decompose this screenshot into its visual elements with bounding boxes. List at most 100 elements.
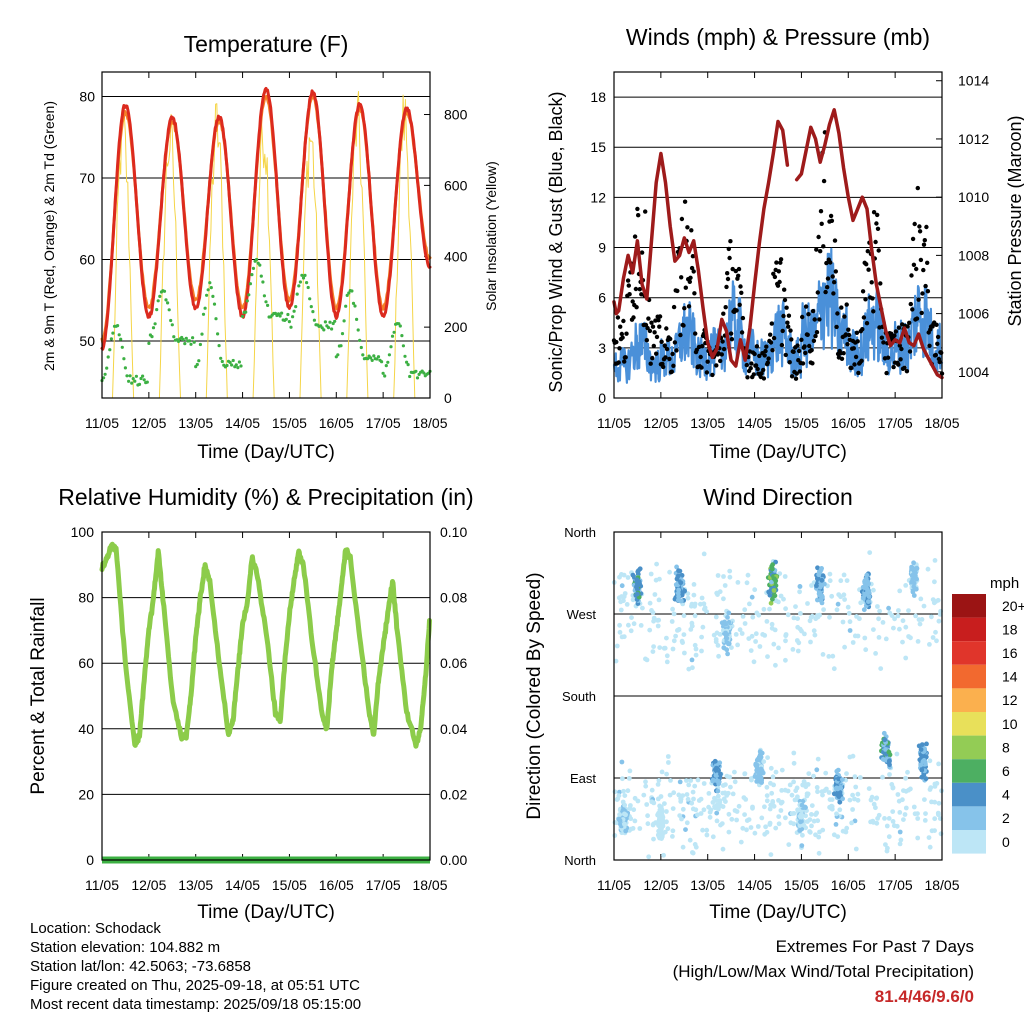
direction-dot (680, 806, 686, 812)
direction-dot (677, 813, 683, 818)
gust-dot (623, 355, 628, 360)
direction-dot (632, 795, 638, 801)
x-tick-label: 11/05 (85, 877, 119, 893)
direction-dot (664, 653, 670, 659)
y2-tick-label: 0.10 (440, 524, 467, 540)
direction-dot (767, 606, 772, 612)
direction-dot (669, 619, 675, 624)
gust-dot (786, 313, 792, 318)
dewpoint-dot (219, 356, 223, 360)
gust-dot (681, 323, 686, 328)
dewpoint-dot (130, 381, 134, 385)
gust-dot (907, 349, 913, 354)
direction-dot (863, 576, 869, 582)
gust-dot (805, 332, 810, 337)
gust-dot (939, 350, 944, 355)
y-tick-label: 18 (590, 89, 606, 105)
dewpoint-dot (255, 257, 259, 262)
gust-dot (650, 356, 655, 361)
direction-dot (710, 800, 716, 805)
direction-dot (897, 588, 903, 594)
direction-dot (768, 765, 774, 771)
direction-dot (693, 652, 699, 658)
dewpoint-dot (326, 326, 331, 330)
direction-dot (671, 611, 677, 617)
direction-dot (782, 787, 788, 793)
gust-dot (909, 273, 914, 278)
dewpoint-dot (211, 294, 215, 298)
direction-dot (805, 601, 810, 606)
direction-dot (889, 782, 895, 787)
direction-dot (670, 834, 675, 839)
direction-dot (650, 649, 656, 654)
gust-dot (733, 268, 738, 274)
gust-dot (860, 289, 866, 294)
direction-dot (895, 613, 901, 619)
direction-dot (751, 659, 757, 665)
dewpoint-dot (345, 293, 349, 297)
gust-dot (818, 249, 823, 254)
gust-dot (793, 376, 799, 381)
x-tick-label: 16/05 (319, 415, 354, 431)
direction-dot (882, 737, 888, 743)
colorbar-title: mph (990, 575, 1019, 592)
direction-dot (631, 621, 637, 627)
dewpoint-dot (340, 332, 345, 336)
gust-dot (789, 374, 795, 379)
direction-dot (657, 807, 663, 813)
direction-dot (617, 812, 622, 817)
direction-dot (877, 608, 882, 614)
gust-dot (818, 209, 824, 214)
dewpoint-dot (172, 335, 176, 339)
dewpoint-dot (247, 293, 251, 297)
direction-dot (656, 597, 662, 603)
direction-dot (618, 599, 624, 605)
dewpoint-dot (353, 304, 357, 308)
direction-dot (791, 750, 797, 756)
dewpoint-dot (200, 332, 204, 336)
direction-dot (831, 666, 837, 672)
direction-dot (864, 572, 870, 578)
gust-dot (784, 305, 789, 310)
gust-dot (791, 349, 796, 354)
dewpoint-dot (280, 311, 284, 315)
direction-dot (923, 811, 928, 816)
dewpoint-dot (156, 299, 160, 303)
x-tick-label: 16/05 (319, 877, 354, 893)
gust-dot (911, 262, 917, 267)
direction-dot (698, 601, 703, 607)
gust-dot (924, 224, 929, 230)
direction-dot (928, 785, 934, 790)
gust-dot (874, 221, 879, 226)
gust-dot (698, 354, 703, 360)
gust-dot (908, 301, 913, 307)
direction-dot (802, 780, 807, 786)
direction-dot (871, 627, 876, 632)
direction-dot (695, 812, 700, 818)
gust-dot (876, 248, 881, 253)
direction-dot (773, 662, 778, 668)
gust-dot (889, 331, 894, 336)
dewpoint-dot (206, 288, 210, 292)
dewpoint-dot (166, 301, 170, 305)
direction-dot (617, 789, 622, 795)
gust-dot (769, 321, 774, 326)
pressure-line (612, 119, 790, 368)
direction-dot (689, 800, 695, 806)
direction-dot (753, 639, 758, 644)
y-tick-label: 0 (86, 852, 94, 868)
direction-dot (695, 777, 701, 783)
gust-dot (916, 297, 921, 302)
dewpoint-dot (322, 328, 326, 332)
direction-dot (699, 648, 704, 654)
gust-dot (782, 297, 788, 303)
direction-dot (797, 584, 803, 589)
gust-dot (884, 370, 889, 376)
direction-dot (713, 767, 718, 773)
direction-dot (804, 793, 810, 799)
x-tick-label: 14/05 (225, 877, 260, 893)
direction-dot (815, 614, 821, 620)
gust-dot (917, 224, 922, 229)
dewpoint-dot (117, 333, 121, 337)
direction-dot (910, 572, 915, 578)
